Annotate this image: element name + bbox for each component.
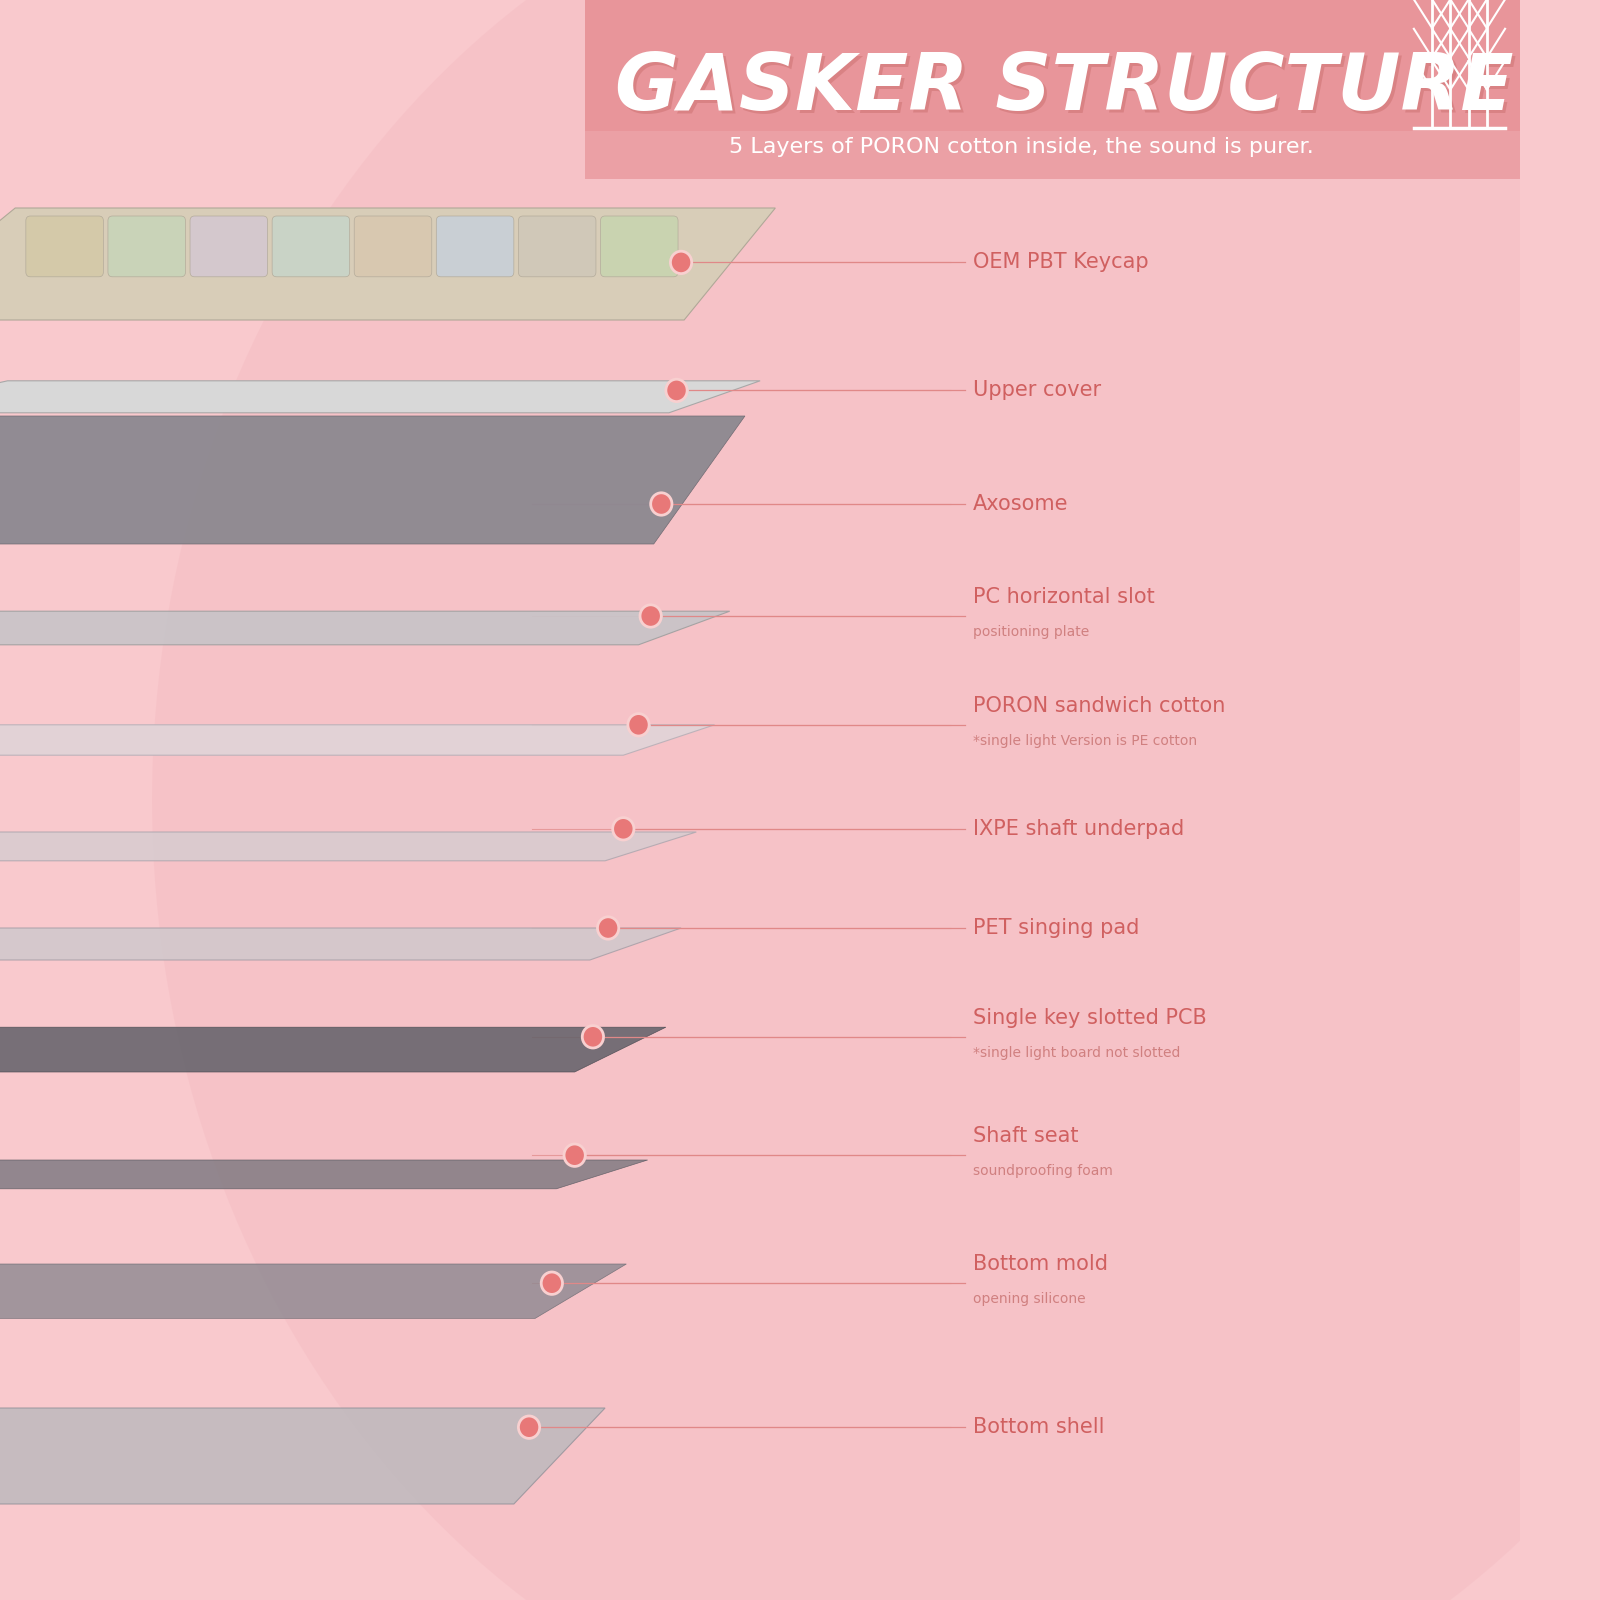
Polygon shape <box>0 928 682 960</box>
Text: Single key slotted PCB: Single key slotted PCB <box>973 1008 1206 1027</box>
FancyBboxPatch shape <box>586 131 1520 179</box>
Text: IXPE shaft underpad: IXPE shaft underpad <box>973 819 1184 838</box>
Polygon shape <box>0 1160 648 1189</box>
Text: soundproofing foam: soundproofing foam <box>973 1165 1114 1178</box>
Text: positioning plate: positioning plate <box>973 626 1090 638</box>
Circle shape <box>651 493 672 515</box>
Text: Bottom shell: Bottom shell <box>973 1418 1104 1437</box>
FancyBboxPatch shape <box>518 216 595 277</box>
Polygon shape <box>0 832 696 861</box>
Text: GASKER STRUCTURE: GASKER STRUCTURE <box>618 53 1517 130</box>
Text: OEM PBT Keycap: OEM PBT Keycap <box>973 253 1149 272</box>
Ellipse shape <box>152 0 1600 1600</box>
Text: 5 Layers of PORON cotton inside, the sound is purer.: 5 Layers of PORON cotton inside, the sou… <box>730 138 1314 157</box>
Text: *single light Version is PE cotton: *single light Version is PE cotton <box>973 734 1197 747</box>
Circle shape <box>518 1416 539 1438</box>
FancyBboxPatch shape <box>354 216 432 277</box>
Text: PET singing pad: PET singing pad <box>973 918 1139 938</box>
Polygon shape <box>0 416 746 544</box>
Text: Bottom mold: Bottom mold <box>973 1254 1107 1274</box>
FancyBboxPatch shape <box>437 216 514 277</box>
FancyBboxPatch shape <box>26 216 104 277</box>
Polygon shape <box>0 1408 605 1504</box>
Circle shape <box>541 1272 563 1294</box>
Circle shape <box>613 818 634 840</box>
Text: Shaft seat: Shaft seat <box>973 1126 1078 1146</box>
Circle shape <box>582 1026 603 1048</box>
FancyBboxPatch shape <box>272 216 350 277</box>
FancyBboxPatch shape <box>107 216 186 277</box>
Polygon shape <box>0 1264 626 1318</box>
Circle shape <box>627 714 650 736</box>
Polygon shape <box>0 1027 666 1072</box>
Circle shape <box>565 1144 586 1166</box>
Text: *single light board not slotted: *single light board not slotted <box>973 1046 1181 1059</box>
Text: PORON sandwich cotton: PORON sandwich cotton <box>973 696 1226 715</box>
Polygon shape <box>0 611 730 645</box>
Circle shape <box>640 605 661 627</box>
Polygon shape <box>0 725 715 755</box>
Text: GASKER STRUCTURE: GASKER STRUCTURE <box>614 50 1514 126</box>
Text: Axosome: Axosome <box>973 494 1069 514</box>
Text: Upper cover: Upper cover <box>973 381 1101 400</box>
Text: PC horizontal slot: PC horizontal slot <box>973 587 1155 606</box>
FancyBboxPatch shape <box>600 216 678 277</box>
FancyBboxPatch shape <box>586 0 1520 131</box>
Polygon shape <box>0 208 776 320</box>
Polygon shape <box>0 381 760 413</box>
FancyBboxPatch shape <box>190 216 267 277</box>
Circle shape <box>597 917 619 939</box>
Circle shape <box>666 379 686 402</box>
Text: opening silicone: opening silicone <box>973 1293 1085 1306</box>
Circle shape <box>670 251 691 274</box>
